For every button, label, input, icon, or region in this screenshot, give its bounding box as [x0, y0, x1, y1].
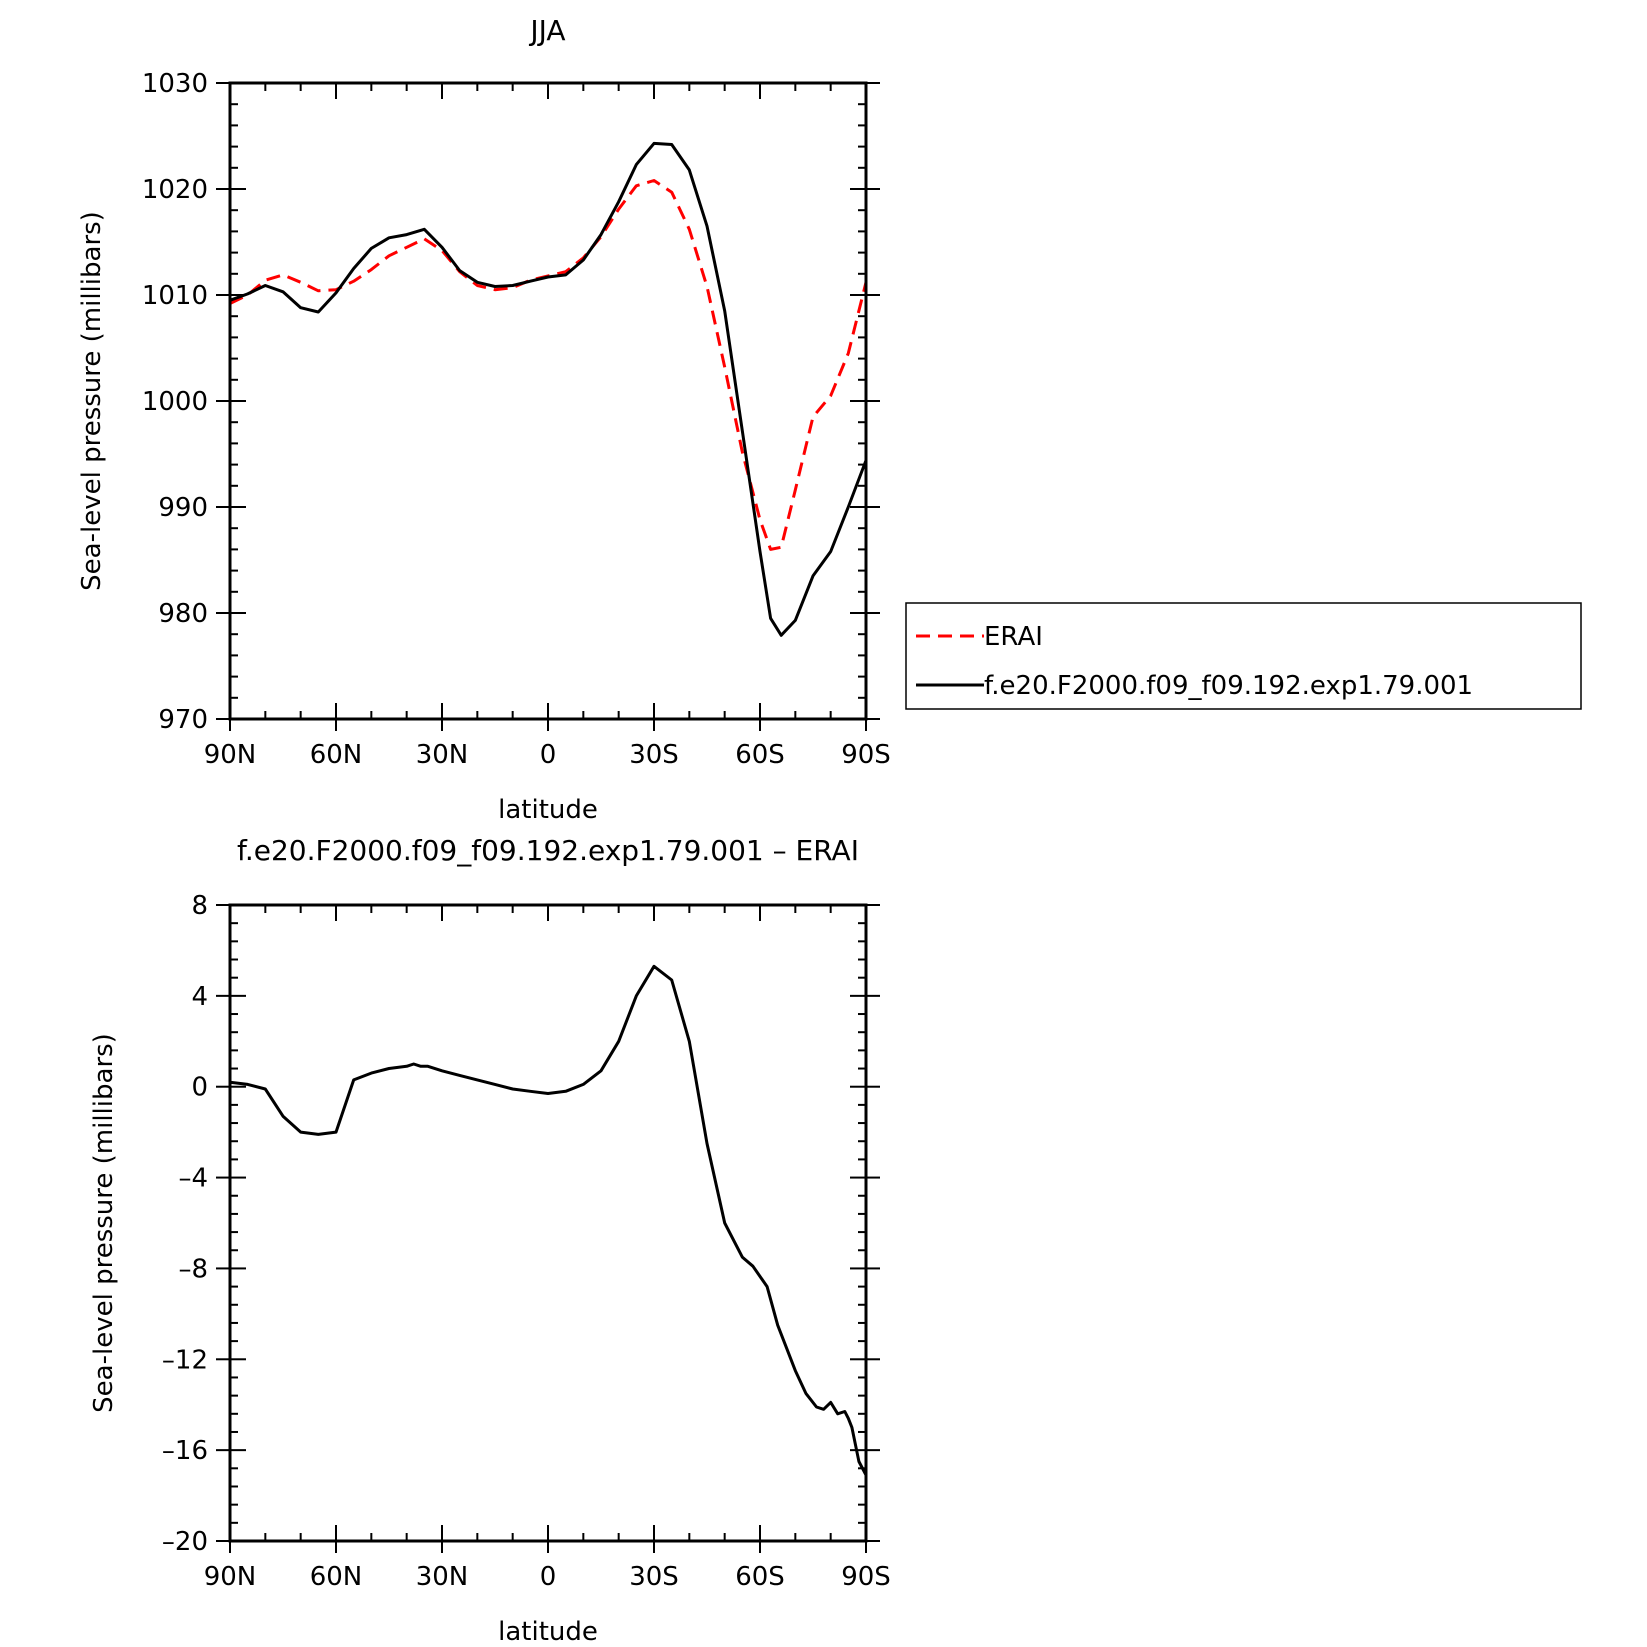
bottom-series-line-0	[229, 964, 868, 1476]
top-y-tick-label: 990	[158, 493, 208, 523]
legend-box	[905, 602, 1582, 710]
top-x-tick-label: 90N	[204, 740, 257, 770]
top-chart-panel: JJA 90N 60N 30N 0 30S 60S 90S 970 980 990 1000 1010…	[77, 14, 1582, 825]
top-chart-title: JJA	[528, 14, 565, 47]
bottom-x-tick-label: 90N	[204, 1562, 257, 1592]
top-chart-x-axis-label: latitude	[498, 795, 598, 825]
top-y-tick-label: 980	[158, 599, 208, 629]
bottom-y-tick-label: –4	[178, 1164, 208, 1194]
top-y-tick-label: 970	[158, 705, 208, 735]
bottom-y-tick-label: 8	[191, 891, 208, 921]
bottom-chart-title: f.e20.F2000.f09_f09.192.exp1.79.001 – ER…	[237, 834, 859, 867]
top-x-tick-label: 90S	[841, 740, 891, 770]
top-x-tick-label: 60S	[735, 740, 785, 770]
bottom-chart-plot-frame	[228, 903, 868, 1543]
top-y-tick-label: 1030	[142, 69, 208, 99]
bottom-chart-y-axis-label: Sea-level pressure (millibars)	[89, 1033, 119, 1413]
bottom-x-tick-label: 60S	[735, 1562, 785, 1592]
bottom-y-tick-label: 4	[191, 982, 208, 1012]
bottom-x-tick-label: 30N	[416, 1562, 469, 1592]
top-series-line-1	[229, 141, 868, 637]
top-y-tick-label: 1020	[142, 175, 208, 205]
top-chart-ticks: 90N 60N 30N 0 30S 60S 90S 970 980 990 1000 1010 1020…	[142, 69, 891, 770]
bottom-chart-ticks: 90N 60N 30N 0 30S 60S 90S –20 –16 –12 –8 –4 0 4 8	[162, 891, 891, 1592]
bottom-x-tick-label: 60N	[310, 1562, 363, 1592]
bottom-x-tick-label: 30S	[629, 1562, 679, 1592]
legend-label-model: f.e20.F2000.f09_f09.192.exp1.79.001	[984, 671, 1473, 701]
bottom-chart-series	[229, 964, 868, 1476]
bottom-y-tick-label: –20	[162, 1527, 208, 1557]
top-x-tick-label: 0	[540, 740, 557, 770]
bottom-y-tick-label: –16	[162, 1436, 208, 1466]
bottom-y-tick-label: –12	[162, 1345, 208, 1375]
bottom-y-tick-label: 0	[191, 1073, 208, 1103]
top-x-tick-label: 60N	[310, 740, 363, 770]
top-y-tick-label: 1000	[142, 387, 208, 417]
bottom-chart-panel: f.e20.F2000.f09_f09.192.exp1.79.001 – ER…	[89, 834, 891, 1647]
bottom-x-tick-label: 0	[540, 1562, 557, 1592]
top-chart-legend: ERAI f.e20.F2000.f09_f09.192.exp1.79.001	[905, 602, 1582, 710]
bottom-x-tick-label: 90S	[841, 1562, 891, 1592]
top-x-tick-label: 30N	[416, 740, 469, 770]
legend-label-erai: ERAI	[984, 622, 1043, 652]
bottom-y-tick-label: –8	[178, 1254, 208, 1284]
top-chart-y-axis-label: Sea-level pressure (millibars)	[77, 211, 107, 591]
top-chart-series	[229, 141, 868, 637]
top-series-line-0	[229, 179, 868, 551]
top-y-tick-label: 1010	[142, 281, 208, 311]
top-x-tick-label: 30S	[629, 740, 679, 770]
top-chart-plot-frame	[228, 81, 868, 721]
bottom-chart-x-axis-label: latitude	[498, 1617, 598, 1647]
